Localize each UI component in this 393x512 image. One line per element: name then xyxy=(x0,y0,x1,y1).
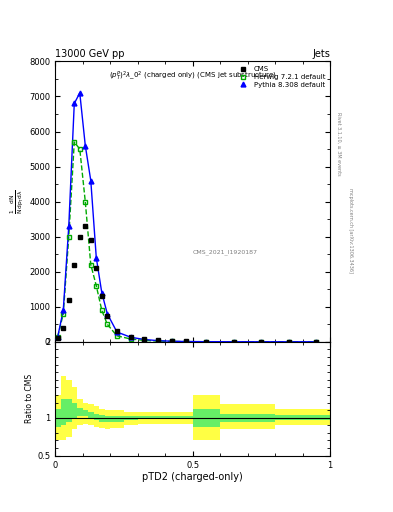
CMS xyxy=(259,338,264,345)
Pythia 8.308 default xyxy=(314,339,319,345)
Herwig 7.2.1 default xyxy=(170,338,174,345)
Herwig 7.2.1 default xyxy=(77,146,82,152)
Text: Rivet 3.1.10, ≥ 3M events: Rivet 3.1.10, ≥ 3M events xyxy=(336,112,341,175)
Pythia 8.308 default xyxy=(88,178,93,184)
Herwig 7.2.1 default xyxy=(184,338,188,345)
CMS xyxy=(204,338,209,345)
Pythia 8.308 default xyxy=(129,334,133,340)
CMS xyxy=(115,328,119,334)
CMS xyxy=(66,296,71,303)
CMS xyxy=(61,325,66,331)
Herwig 7.2.1 default xyxy=(142,337,147,344)
Text: $(p_T^P)^2\lambda\_0^2$ (charged only) (CMS jet substructure): $(p_T^P)^2\lambda\_0^2$ (charged only) (… xyxy=(108,70,277,83)
Line: Herwig 7.2.1 default: Herwig 7.2.1 default xyxy=(55,140,319,344)
CMS xyxy=(94,265,99,271)
CMS xyxy=(72,262,77,268)
Herwig 7.2.1 default xyxy=(129,336,133,342)
Text: mcplots.cern.ch [arXiv:1306.3436]: mcplots.cern.ch [arXiv:1306.3436] xyxy=(348,188,353,273)
Pythia 8.308 default xyxy=(204,338,209,345)
Herwig 7.2.1 default xyxy=(286,339,291,345)
Herwig 7.2.1 default xyxy=(88,262,93,268)
Pythia 8.308 default xyxy=(83,142,88,148)
Pythia 8.308 default xyxy=(286,339,291,345)
CMS xyxy=(88,237,93,243)
X-axis label: pTD2 (charged-only): pTD2 (charged-only) xyxy=(142,472,243,482)
Herwig 7.2.1 default xyxy=(204,338,209,345)
Pythia 8.308 default xyxy=(115,329,119,335)
Pythia 8.308 default xyxy=(184,338,188,345)
Text: CMS_2021_I1920187: CMS_2021_I1920187 xyxy=(193,249,257,255)
Pythia 8.308 default xyxy=(77,90,82,96)
CMS xyxy=(286,339,291,345)
Line: CMS: CMS xyxy=(55,224,319,344)
Pythia 8.308 default xyxy=(105,311,110,317)
CMS xyxy=(142,336,147,342)
Pythia 8.308 default xyxy=(99,290,104,296)
Herwig 7.2.1 default xyxy=(72,139,77,145)
CMS xyxy=(99,293,104,300)
Pythia 8.308 default xyxy=(66,223,71,229)
Herwig 7.2.1 default xyxy=(94,283,99,289)
Y-axis label: Ratio to CMS: Ratio to CMS xyxy=(25,374,34,423)
Herwig 7.2.1 default xyxy=(99,307,104,313)
CMS xyxy=(170,338,174,344)
Y-axis label: $\mathregular{\frac{1}{N}\frac{dN}{dp_T d\lambda}}$: $\mathregular{\frac{1}{N}\frac{dN}{dp_T … xyxy=(9,189,26,214)
Herwig 7.2.1 default xyxy=(66,233,71,240)
Herwig 7.2.1 default xyxy=(231,338,236,345)
Herwig 7.2.1 default xyxy=(61,311,66,317)
Herwig 7.2.1 default xyxy=(55,333,60,339)
Legend: CMS, Herwig 7.2.1 default, Pythia 8.308 default: CMS, Herwig 7.2.1 default, Pythia 8.308 … xyxy=(235,65,327,89)
CMS xyxy=(83,223,88,229)
CMS xyxy=(129,333,133,339)
CMS xyxy=(231,338,236,345)
Pythia 8.308 default xyxy=(156,337,161,344)
Herwig 7.2.1 default xyxy=(259,339,264,345)
Pythia 8.308 default xyxy=(170,338,174,344)
Text: Jets: Jets xyxy=(312,49,330,59)
Herwig 7.2.1 default xyxy=(83,199,88,205)
Pythia 8.308 default xyxy=(61,307,66,313)
Herwig 7.2.1 default xyxy=(156,338,161,344)
Herwig 7.2.1 default xyxy=(314,339,319,345)
Pythia 8.308 default xyxy=(231,338,236,345)
Pythia 8.308 default xyxy=(142,336,147,343)
Herwig 7.2.1 default xyxy=(105,321,110,327)
Text: 13000 GeV pp: 13000 GeV pp xyxy=(55,49,125,59)
Pythia 8.308 default xyxy=(94,254,99,261)
Pythia 8.308 default xyxy=(259,339,264,345)
Pythia 8.308 default xyxy=(72,100,77,106)
CMS xyxy=(156,337,161,344)
Pythia 8.308 default xyxy=(55,333,60,339)
CMS xyxy=(105,312,110,318)
CMS xyxy=(55,335,60,342)
CMS xyxy=(314,339,319,345)
Line: Pythia 8.308 default: Pythia 8.308 default xyxy=(55,91,319,344)
CMS xyxy=(184,338,188,345)
CMS xyxy=(77,233,82,240)
Herwig 7.2.1 default xyxy=(115,333,119,339)
